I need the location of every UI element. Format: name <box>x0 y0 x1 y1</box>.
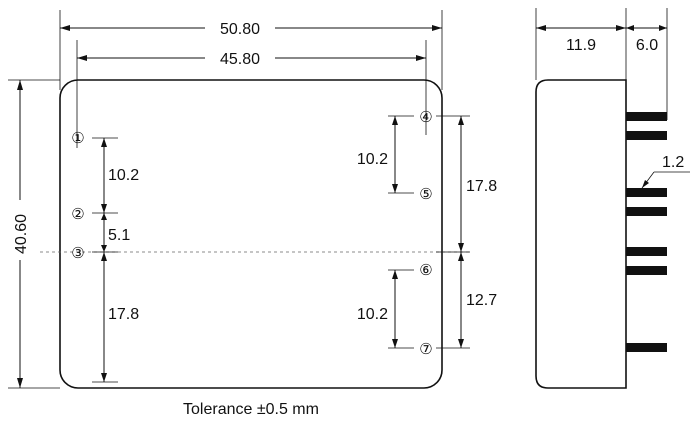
arrow-pin1-top <box>101 138 107 147</box>
side-pin-4 <box>626 207 667 216</box>
side-pin-2 <box>626 131 667 140</box>
dim-height: 40.60 <box>13 214 30 254</box>
pin-6-label: ⑥ <box>419 261 432 279</box>
side-pin-7 <box>626 343 667 352</box>
arrow-left-overall <box>60 25 70 31</box>
arrow-bottom-height <box>17 378 23 388</box>
pin-3-label: ③ <box>71 244 84 262</box>
dim-overall-width: 50.80 <box>220 21 260 38</box>
arrow-pin2-3-bottom <box>101 245 107 252</box>
dim-pin4-center: 17.8 <box>466 178 497 195</box>
arrow-right-overall <box>432 25 442 31</box>
arrow-pin-diameter <box>642 180 649 188</box>
side-pin-1 <box>626 112 667 121</box>
arrow-left-pinspan <box>77 55 87 61</box>
arrow-side-pin-right <box>659 25 667 31</box>
pin-1-label: ① <box>71 129 84 147</box>
dim-pin6-pin7: 10.2 <box>357 306 388 323</box>
arrow-pin3-top <box>101 252 107 261</box>
arrow-pin2-3-top <box>101 213 107 220</box>
arrow-top-height <box>17 80 23 90</box>
dim-pin3-bottom: 17.8 <box>108 306 139 323</box>
pin-5-label: ⑤ <box>419 185 432 203</box>
module-body-front <box>59 79 443 389</box>
dim-pin-diameter: 1.2 <box>662 154 684 171</box>
arrow-pin4-outer-top <box>458 116 464 125</box>
dim-side-pin-length: 6.0 <box>636 37 658 54</box>
module-body-side <box>535 79 627 389</box>
arrow-center-outer-top <box>458 252 464 261</box>
arrow-pin5-bottom <box>392 184 398 193</box>
arrow-bottom-left <box>101 373 107 382</box>
dim-pin4-pin5: 10.2 <box>357 151 388 168</box>
arrow-pin2-bottom <box>101 204 107 213</box>
pin-2-label: ② <box>71 205 84 223</box>
dim-pin-span-width: 45.80 <box>220 51 260 68</box>
pin-4-label: ④ <box>419 108 432 126</box>
arrow-pin7-bottom <box>392 339 398 348</box>
dim-pin1-pin2: 10.2 <box>108 167 139 184</box>
side-pin-3 <box>626 188 667 197</box>
arrow-side-pin-left <box>626 25 634 31</box>
tolerance-note: Tolerance ±0.5 mm <box>183 401 319 418</box>
arrow-pin4-top <box>392 116 398 125</box>
arrow-side-depth-left <box>536 25 546 31</box>
arrow-right-pinspan <box>416 55 426 61</box>
arrow-side-depth-right <box>616 25 626 31</box>
dim-side-depth: 11.9 <box>566 37 596 54</box>
side-pin-6 <box>626 266 667 275</box>
side-pin-5 <box>626 247 667 256</box>
arrow-center-outer-bottom <box>458 243 464 252</box>
dim-pin2-pin3: 5.1 <box>108 227 130 244</box>
dim-center-pin7: 12.7 <box>466 292 497 309</box>
arrow-pin7-outer-bottom <box>458 339 464 348</box>
arrow-pin6-top <box>392 270 398 279</box>
pin-7-label: ⑦ <box>419 340 432 358</box>
